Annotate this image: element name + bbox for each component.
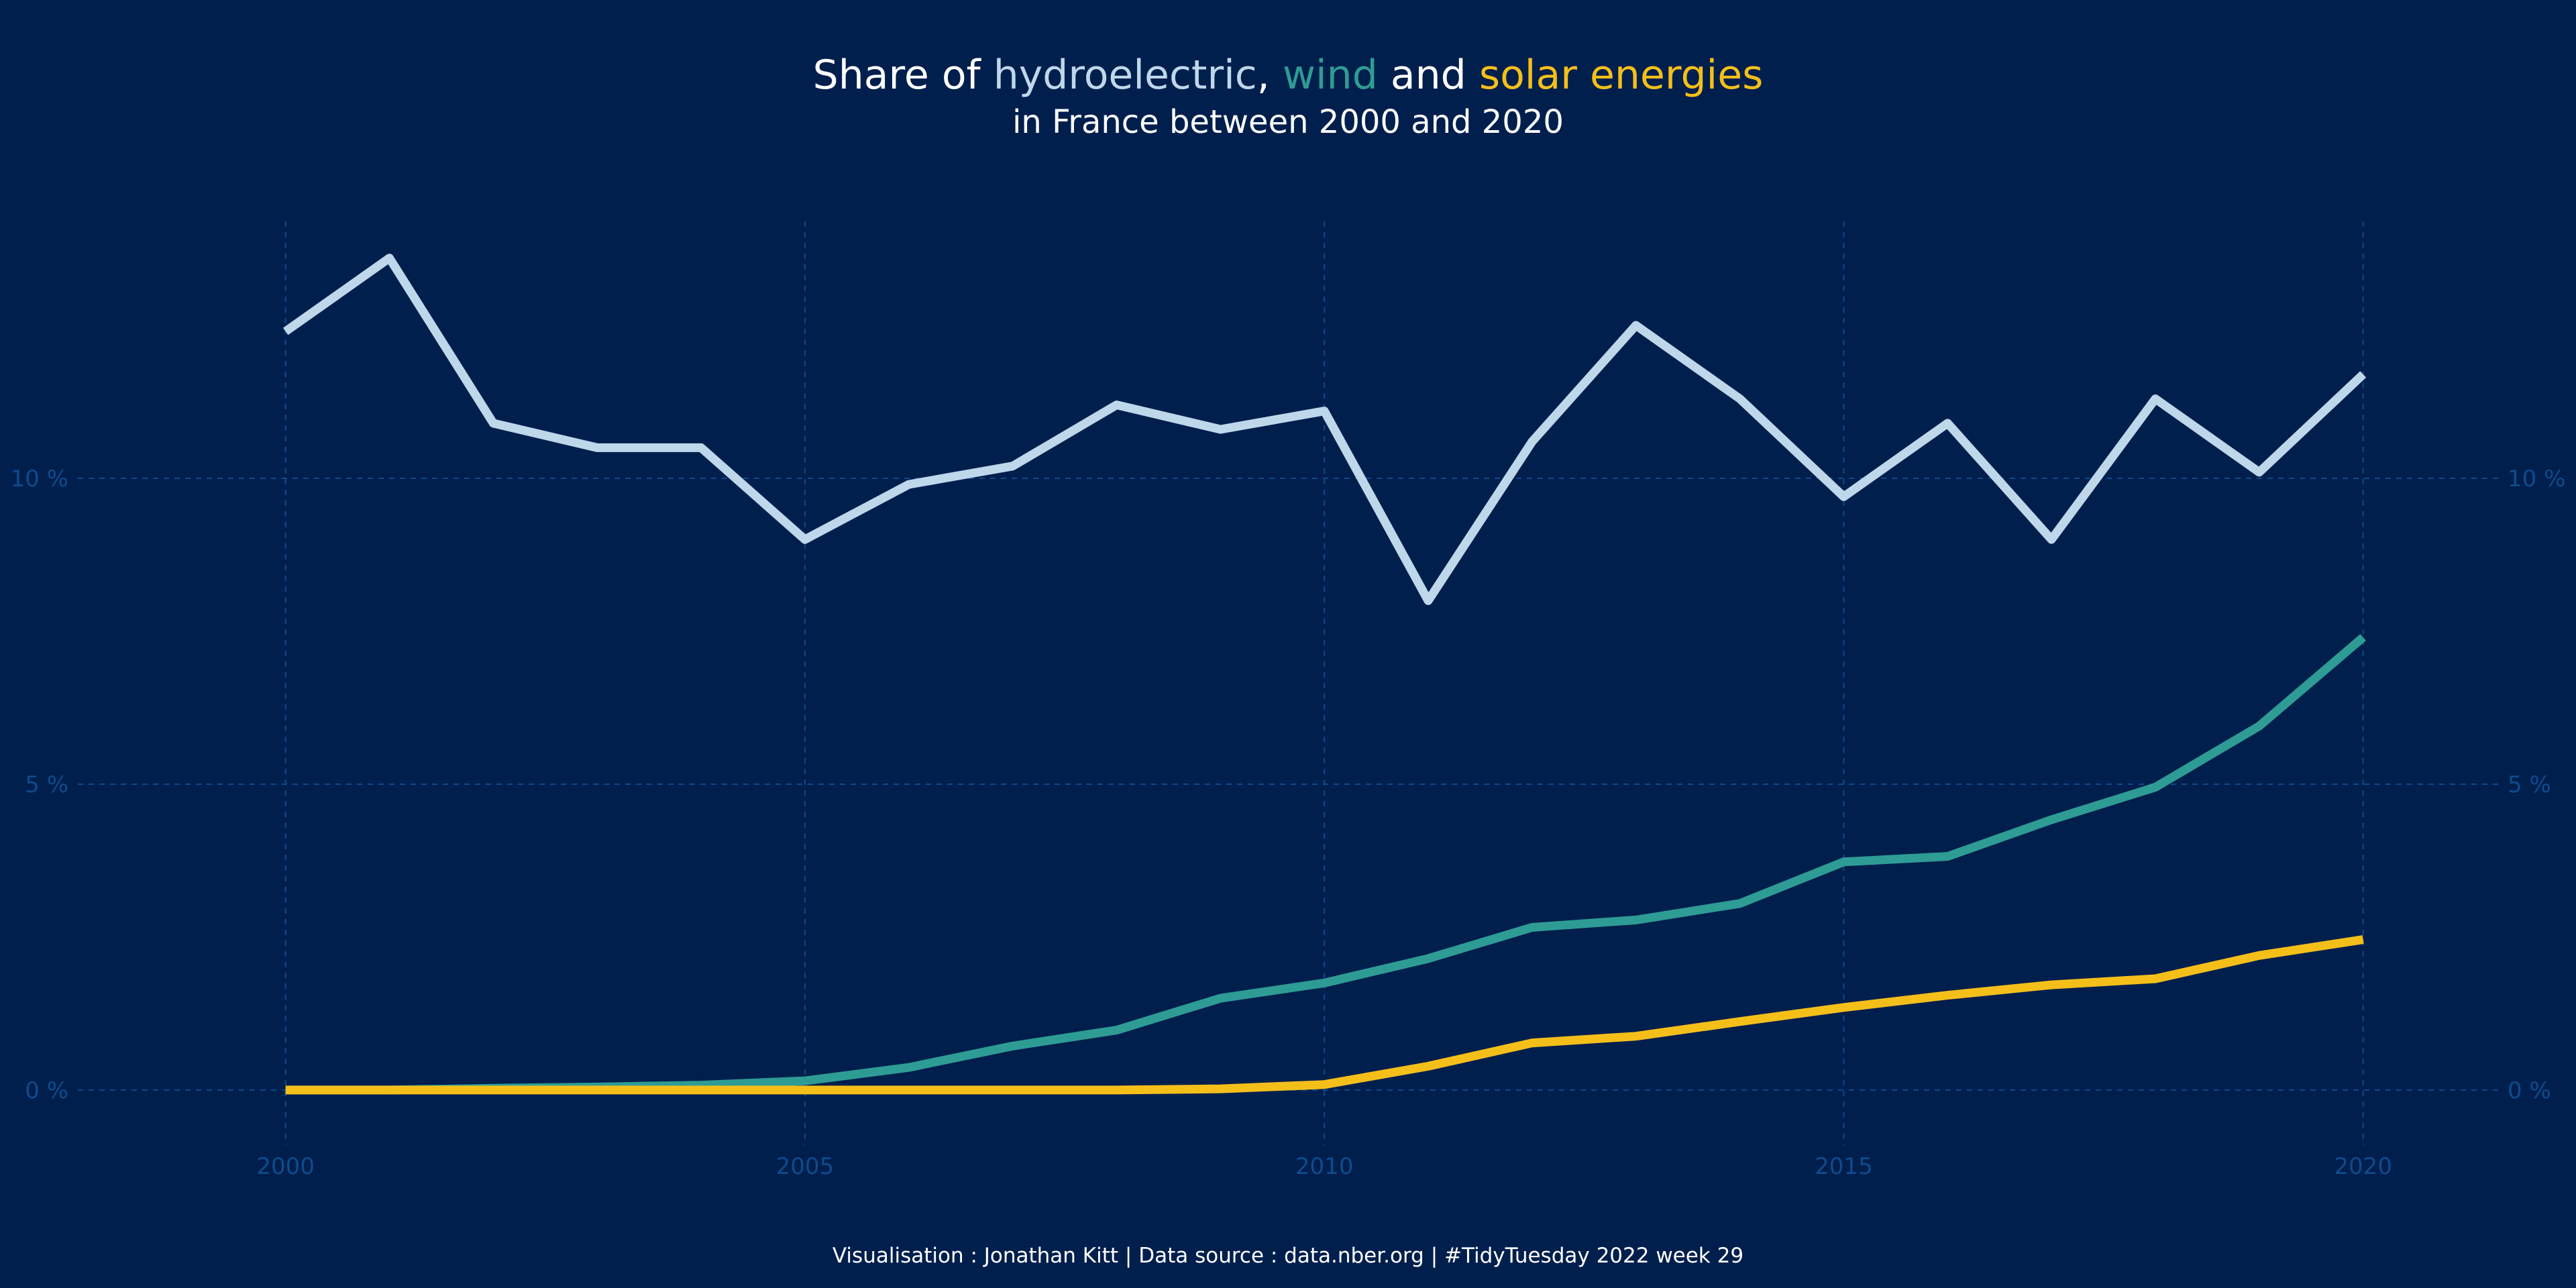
title-hydro: hydroelectric: [993, 52, 1257, 99]
y-tick-label-left: 0 %: [25, 1077, 68, 1104]
title-and: and: [1377, 52, 1479, 99]
y-tick-label-left: 10 %: [11, 466, 68, 492]
chart-caption: Visualisation : Jonathan Kitt | Data sou…: [832, 1244, 1744, 1268]
series-line-hydro: [282, 254, 2367, 605]
title-solar: solar energies: [1479, 52, 1764, 99]
series-line-solar: [285, 935, 2364, 1095]
chart-title: Share of hydroelectric, wind and solar e…: [0, 48, 2576, 102]
grid-lines: [78, 221, 2498, 1145]
y-tick-label-right: 0 %: [2508, 1077, 2551, 1104]
y-tick-label-left: 5 %: [25, 771, 68, 798]
x-tick-label: 2005: [776, 1153, 835, 1180]
title-comma: ,: [1256, 52, 1283, 99]
chart-subtitle: in France between 2000 and 2020: [1012, 103, 1564, 141]
x-tick-label: 2010: [1295, 1153, 1354, 1180]
y-tick-label-right: 10 %: [2508, 466, 2565, 492]
x-tick-label: 2020: [2334, 1153, 2392, 1180]
x-tick-label: 2000: [256, 1153, 315, 1180]
title-prefix: Share of: [812, 52, 994, 99]
series-lines: [282, 254, 2367, 1095]
title-wind: wind: [1282, 52, 1378, 99]
tick-labels: 2000 2005 2010 2015 2020 0 % 0 % 5 % 5 % 10 % 10 %: [11, 466, 2566, 1180]
y-tick-label-right: 5 %: [2508, 771, 2551, 798]
x-tick-label: 2015: [1815, 1153, 1873, 1180]
